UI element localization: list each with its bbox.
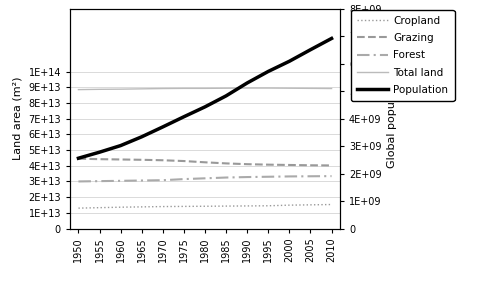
Population: [160, 125, 166, 129]
Line: Grazing: Grazing: [78, 159, 332, 166]
Grazing: [223, 162, 229, 165]
Population: [266, 70, 272, 73]
Grazing: [266, 163, 272, 166]
Forest: [308, 175, 314, 178]
Total land: [202, 87, 208, 90]
Forest: [138, 179, 144, 182]
Population: [118, 144, 124, 147]
Grazing: [286, 163, 292, 167]
Total land: [266, 86, 272, 90]
Population: [96, 150, 102, 154]
Population: [202, 105, 208, 109]
Total land: [308, 87, 314, 90]
Cropland: [138, 205, 144, 209]
Forest: [118, 179, 124, 183]
Cropland: [160, 205, 166, 208]
Total land: [76, 88, 82, 91]
Line: Population: Population: [78, 38, 332, 158]
Grazing: [118, 158, 124, 161]
Population: [138, 135, 144, 139]
Population: [244, 81, 250, 85]
Forest: [96, 179, 102, 183]
Forest: [223, 176, 229, 179]
Population: [328, 37, 334, 40]
Forest: [202, 177, 208, 180]
Population: [76, 156, 82, 160]
Forest: [286, 175, 292, 178]
Cropland: [181, 205, 187, 208]
Cropland: [76, 206, 82, 210]
Grazing: [308, 163, 314, 167]
Total land: [138, 87, 144, 91]
Grazing: [160, 159, 166, 162]
Total land: [286, 86, 292, 90]
Grazing: [181, 159, 187, 163]
Grazing: [202, 161, 208, 164]
Forest: [76, 180, 82, 183]
Grazing: [138, 158, 144, 161]
Cropland: [96, 206, 102, 209]
Forest: [244, 175, 250, 179]
Line: Total land: Total land: [78, 88, 332, 90]
Cropland: [266, 204, 272, 207]
Y-axis label: Land area (m²): Land area (m²): [13, 77, 23, 160]
Line: Forest: Forest: [78, 176, 332, 181]
Population: [181, 115, 187, 118]
Total land: [118, 87, 124, 91]
Cropland: [223, 204, 229, 208]
Forest: [181, 177, 187, 181]
Forest: [266, 175, 272, 178]
Total land: [328, 87, 334, 90]
Grazing: [76, 157, 82, 161]
Cropland: [118, 205, 124, 209]
Grazing: [328, 164, 334, 167]
Line: Cropland: Cropland: [78, 205, 332, 208]
Grazing: [244, 162, 250, 166]
Cropland: [202, 205, 208, 208]
Total land: [244, 86, 250, 90]
Y-axis label: Global population: Global population: [387, 69, 397, 168]
Cropland: [308, 203, 314, 207]
Total land: [223, 86, 229, 90]
Legend: Cropland, Grazing, Forest, Total land, Population: Cropland, Grazing, Forest, Total land, P…: [350, 10, 455, 101]
Population: [223, 94, 229, 98]
Cropland: [328, 203, 334, 206]
Population: [308, 48, 314, 52]
Total land: [181, 87, 187, 90]
Grazing: [96, 157, 102, 161]
Cropland: [286, 203, 292, 207]
Population: [286, 59, 292, 63]
Total land: [96, 88, 102, 91]
Cropland: [244, 204, 250, 208]
Forest: [328, 174, 334, 178]
Forest: [160, 178, 166, 182]
Total land: [160, 87, 166, 90]
